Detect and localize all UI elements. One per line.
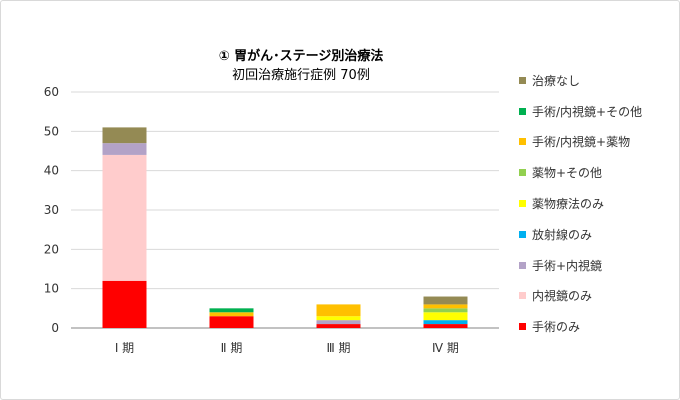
legend-swatch [519,200,526,208]
legend-label: 手術+内視鏡 [532,258,603,273]
bar-segment [102,127,147,144]
legend-swatch [519,107,526,115]
bar-segment [423,304,468,309]
bar-segment [102,143,147,155]
bar-segment [102,154,147,281]
legend-swatch [519,261,526,269]
legend-label: 手術のみ [532,320,581,335]
bar-segment [209,316,254,328]
legend-item: 手術/内視鏡+薬物 [519,127,642,158]
legend-label: 放射線のみ [532,227,593,242]
chart-title: ① 胃がん･ステージ別治療法 [218,49,384,64]
y-tick-label: 20 [44,242,59,256]
x-tick-label: Ⅱ 期 [221,341,243,355]
y-tick-label: 40 [44,164,59,178]
legend-item: 放射線のみ [519,219,642,250]
bar-segment [209,312,254,317]
legend-swatch [519,323,526,331]
legend-label: 手術/内視鏡+薬物 [532,135,631,150]
bar-segment [316,316,361,321]
legend-swatch [519,169,526,177]
legend-item: 手術+内視鏡 [519,250,642,281]
x-tick-label: Ⅲ 期 [326,341,350,355]
bar-segment [316,304,361,317]
legend-item: 薬物+その他 [519,157,642,188]
legend-item: 手術/内視鏡+その他 [519,96,642,127]
bar-segment [423,324,468,328]
legend-swatch [519,230,526,238]
chart-subtitle: 初回治療施行症例 70例 [232,68,370,83]
legend-swatch [519,138,526,146]
bar-segment [209,308,254,313]
y-tick-label: 0 [51,321,59,335]
y-tick-label: 10 [44,282,59,296]
x-tick-label: Ⅳ 期 [432,341,459,355]
legend-item: 治療なし [519,65,642,96]
legend-swatch [519,292,526,300]
legend-item: 手術のみ [519,311,642,342]
bar-segment [423,312,468,321]
legend-item: 薬物療法のみ [519,188,642,219]
legend-label: 薬物療法のみ [532,197,605,212]
bar-segment [316,324,361,328]
bar-segment [423,320,468,325]
bar-segment [102,280,147,328]
bar-segment [423,308,468,313]
legend-label: 薬物+その他 [532,166,603,181]
y-tick-label: 60 [44,85,59,99]
legend-item: 内視鏡のみ [519,281,642,312]
legend: 治療なし手術/内視鏡+その他 手術/内視鏡+薬物 薬物+その他 薬物療法のみ 放射線のみ… [519,65,642,342]
legend-swatch [519,76,526,84]
y-tick-label: 50 [44,124,59,138]
legend-label: 内視鏡のみ [532,289,593,304]
y-tick-label: 30 [44,203,59,217]
legend-label: 治療なし [532,73,581,88]
bar-segment [316,320,361,325]
legend-label: 手術/内視鏡+その他 [532,104,643,119]
bar-segment [423,296,468,305]
x-tick-label: Ⅰ 期 [115,341,134,355]
